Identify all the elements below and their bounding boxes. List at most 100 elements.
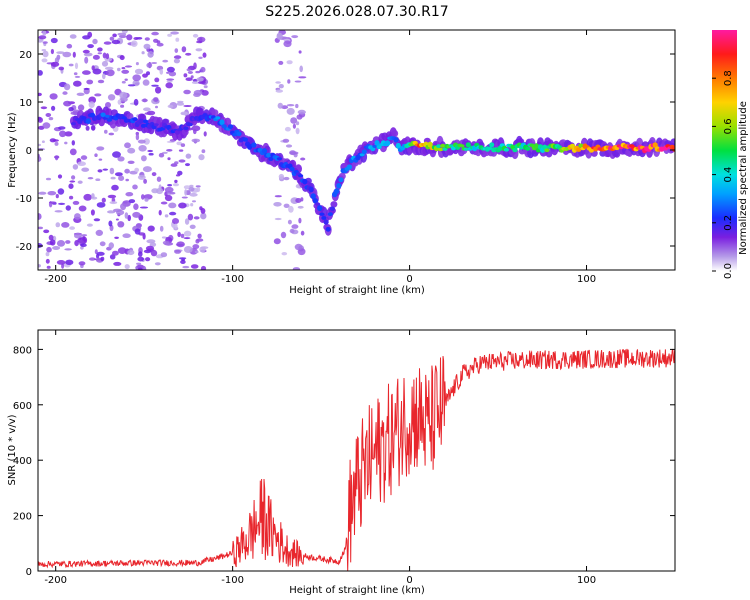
x-tick-label: -100 [221,575,244,586]
ridge-point [323,219,329,225]
x-tick-label: 100 [577,274,596,285]
noise-blob [284,126,291,132]
noise-blob [124,168,130,174]
noise-blob [146,239,156,244]
y-tick-label: -20 [16,242,32,253]
noise-blob [80,243,87,248]
noise-blob [151,188,159,194]
x-tick-label: -200 [44,575,67,586]
colorbar-tick-label: 0.6 [723,118,734,134]
ridge-point [321,216,327,220]
ridge-halo [391,130,399,137]
noise-blob [83,87,90,90]
noise-blob [92,68,102,75]
noise-blob [166,66,175,73]
noise-blob [197,233,202,239]
noise-blob [109,167,115,175]
noise-blob [127,249,135,256]
noise-blob [72,164,79,170]
noise-blob [141,194,145,200]
noise-blob [48,234,54,241]
noise-blob [278,60,284,65]
noise-blob [55,155,59,161]
noise-blob [138,145,147,152]
ridge-point [503,148,510,152]
noise-blob [77,104,85,111]
noise-blob [175,37,180,42]
noise-blob [166,149,173,152]
noise-blob [69,226,75,230]
noise-blob [89,257,96,261]
noise-blob [56,51,65,54]
noise-blob [189,184,194,188]
noise-blob [119,91,128,99]
noise-blob [48,201,57,204]
noise-blob [136,37,143,40]
noise-blob [77,180,83,184]
noise-blob [174,161,179,165]
noise-blob [172,183,179,187]
noise-blob [183,105,192,107]
ridge-halo [211,109,219,117]
noise-blob [112,250,119,256]
noise-blob [56,240,66,247]
ridge-point [251,142,257,148]
noise-blob [65,240,71,244]
noise-blob [63,100,72,107]
y-tick-label: 600 [13,401,32,412]
noise-blob [111,184,119,191]
noise-blob [139,206,149,209]
noise-blob [38,92,42,97]
noise-blob [102,52,107,59]
noise-blob [114,236,119,239]
noise-blob [185,163,190,167]
noise-blob [110,176,116,180]
ridge-point [100,112,106,118]
noise-blob [183,73,188,78]
noise-blob [193,216,200,220]
noise-blob [300,157,306,161]
noise-blob [104,66,114,70]
noise-blob [199,246,206,253]
noise-blob [160,252,168,258]
noise-blob [143,138,150,145]
noise-blob [174,249,182,254]
noise-blob [167,184,173,187]
noise-blob [189,192,198,197]
ridge-point [183,126,189,131]
noise-blob [87,31,93,38]
noise-blob [117,32,127,36]
ridge-point [578,143,584,148]
x-tick-label: -100 [221,274,244,285]
noise-blob [132,211,141,218]
ridge-point [266,152,272,158]
noise-blob [181,196,188,199]
noise-blob [108,220,113,227]
noise-blob [92,38,98,45]
ridge-point [525,146,531,151]
noise-blob [162,151,168,154]
noise-blob [286,60,293,65]
noise-blob [143,107,151,112]
y-tick-label: -10 [16,194,32,205]
noise-blob [132,74,141,82]
ridge-point [268,156,274,161]
ridge-point [440,143,446,148]
ridge-point [132,117,138,122]
noise-blob [97,52,103,55]
noise-blob [153,97,159,102]
noise-blob [193,62,197,70]
noise-blob [294,243,303,251]
noise-blob [102,73,106,80]
ridge-halo [330,201,338,208]
noise-blob [167,33,173,37]
noise-blob [102,168,109,171]
noise-blob [50,48,55,55]
noise-blob [182,265,190,269]
ridge-point [319,212,325,216]
noise-blob [158,209,162,216]
noise-blob [274,195,282,198]
noise-blob [156,176,162,182]
noise-blob [176,102,185,106]
ridge-point [372,145,378,148]
